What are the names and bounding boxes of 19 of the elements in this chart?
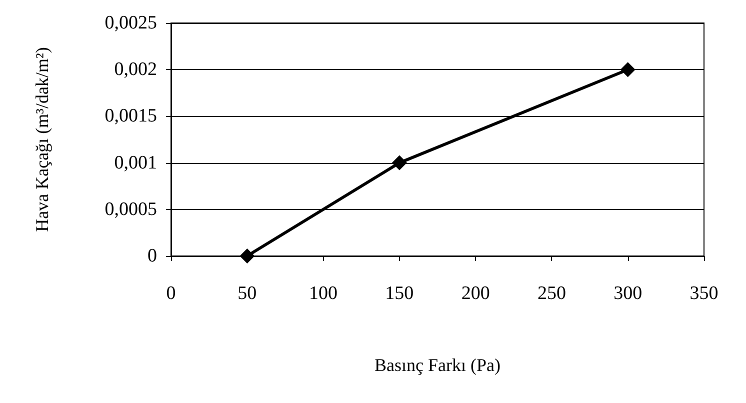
y-tick-label: 0 xyxy=(148,246,157,266)
x-tick-label: 50 xyxy=(238,283,257,304)
point xyxy=(240,248,255,264)
x-tick-label: 250 xyxy=(537,283,566,304)
x-tick-label: 0 xyxy=(166,283,176,304)
point xyxy=(620,62,636,78)
x-tick-label: 150 xyxy=(385,283,414,304)
x-tick-label: 350 xyxy=(690,283,718,304)
y-tick-label: 0,0005 xyxy=(104,198,157,220)
x-axis-title: Basınç Farkı (Pa) xyxy=(374,355,500,375)
y-tick-label: 0,0015 xyxy=(104,106,157,127)
x-tick-label: 300 xyxy=(614,283,642,304)
x-tick-label: 100 xyxy=(309,283,338,304)
point xyxy=(392,155,407,170)
y-tick-label: 0,002 xyxy=(114,59,157,80)
y-tick-label: 0,001 xyxy=(114,152,157,174)
y-axis-title: Hava Kaçağı (m³/dak/m²) xyxy=(32,47,52,232)
x-tick-label: 200 xyxy=(461,283,490,304)
y-tick-label: 0,0025 xyxy=(104,12,157,34)
